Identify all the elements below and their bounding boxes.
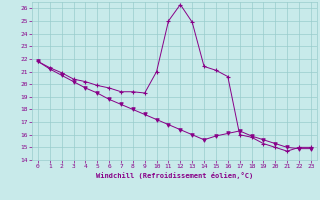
- X-axis label: Windchill (Refroidissement éolien,°C): Windchill (Refroidissement éolien,°C): [96, 172, 253, 179]
